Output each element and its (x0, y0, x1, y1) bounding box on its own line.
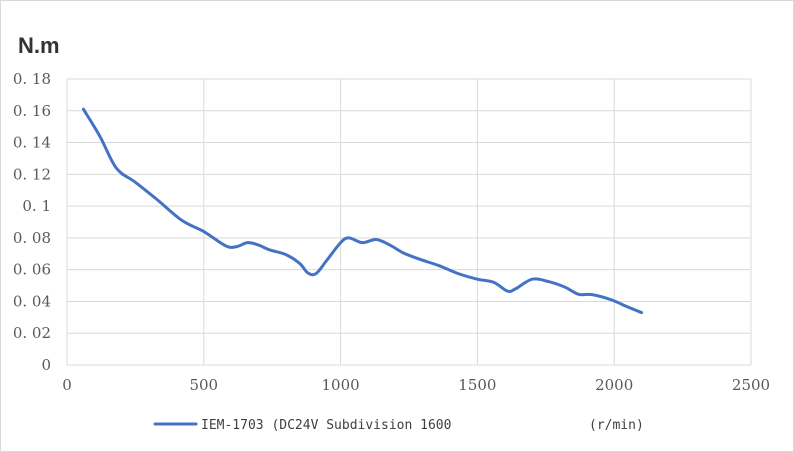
x-tick-label: 2000 (595, 376, 633, 394)
y-tick-label: 0. 02 (13, 324, 51, 342)
legend: IEM-1703 (DC24V Subdivision 1600 (r/min) (153, 418, 644, 433)
axes (66, 79, 751, 366)
legend-label: IEM-1703 (DC24V Subdivision 1600 (201, 418, 451, 433)
y-tick-label: 0. 08 (13, 229, 51, 247)
x-tick-label: 1000 (322, 376, 360, 394)
y-tick-label: 0. 14 (13, 134, 51, 152)
x-tick-label: 1500 (458, 376, 496, 394)
x-unit-label: (r/min) (589, 418, 644, 433)
y-tick-label: 0. 18 (13, 70, 51, 88)
series-line-0 (81, 107, 644, 315)
series-lines (81, 107, 644, 315)
y-unit-label: N.m (18, 33, 60, 58)
y-tick-label: 0. 16 (13, 102, 51, 120)
x-tick-label: 2500 (732, 376, 770, 394)
gridlines (67, 78, 752, 365)
x-tick-label: 500 (189, 376, 218, 394)
x-tick-label: 0 (62, 376, 72, 394)
y-tick-label: 0. 12 (13, 165, 51, 183)
y-tick-label: 0. 04 (13, 292, 51, 310)
y-tick-label: 0 (41, 356, 51, 374)
tick-labels: 0 0. 02 0. 04 0. 06 0. 08 0. 1 0. 12 0. 14 0. 16… (13, 70, 770, 394)
y-tick-label: 0. 1 (22, 197, 51, 215)
y-tick-label: 0. 06 (13, 261, 51, 279)
